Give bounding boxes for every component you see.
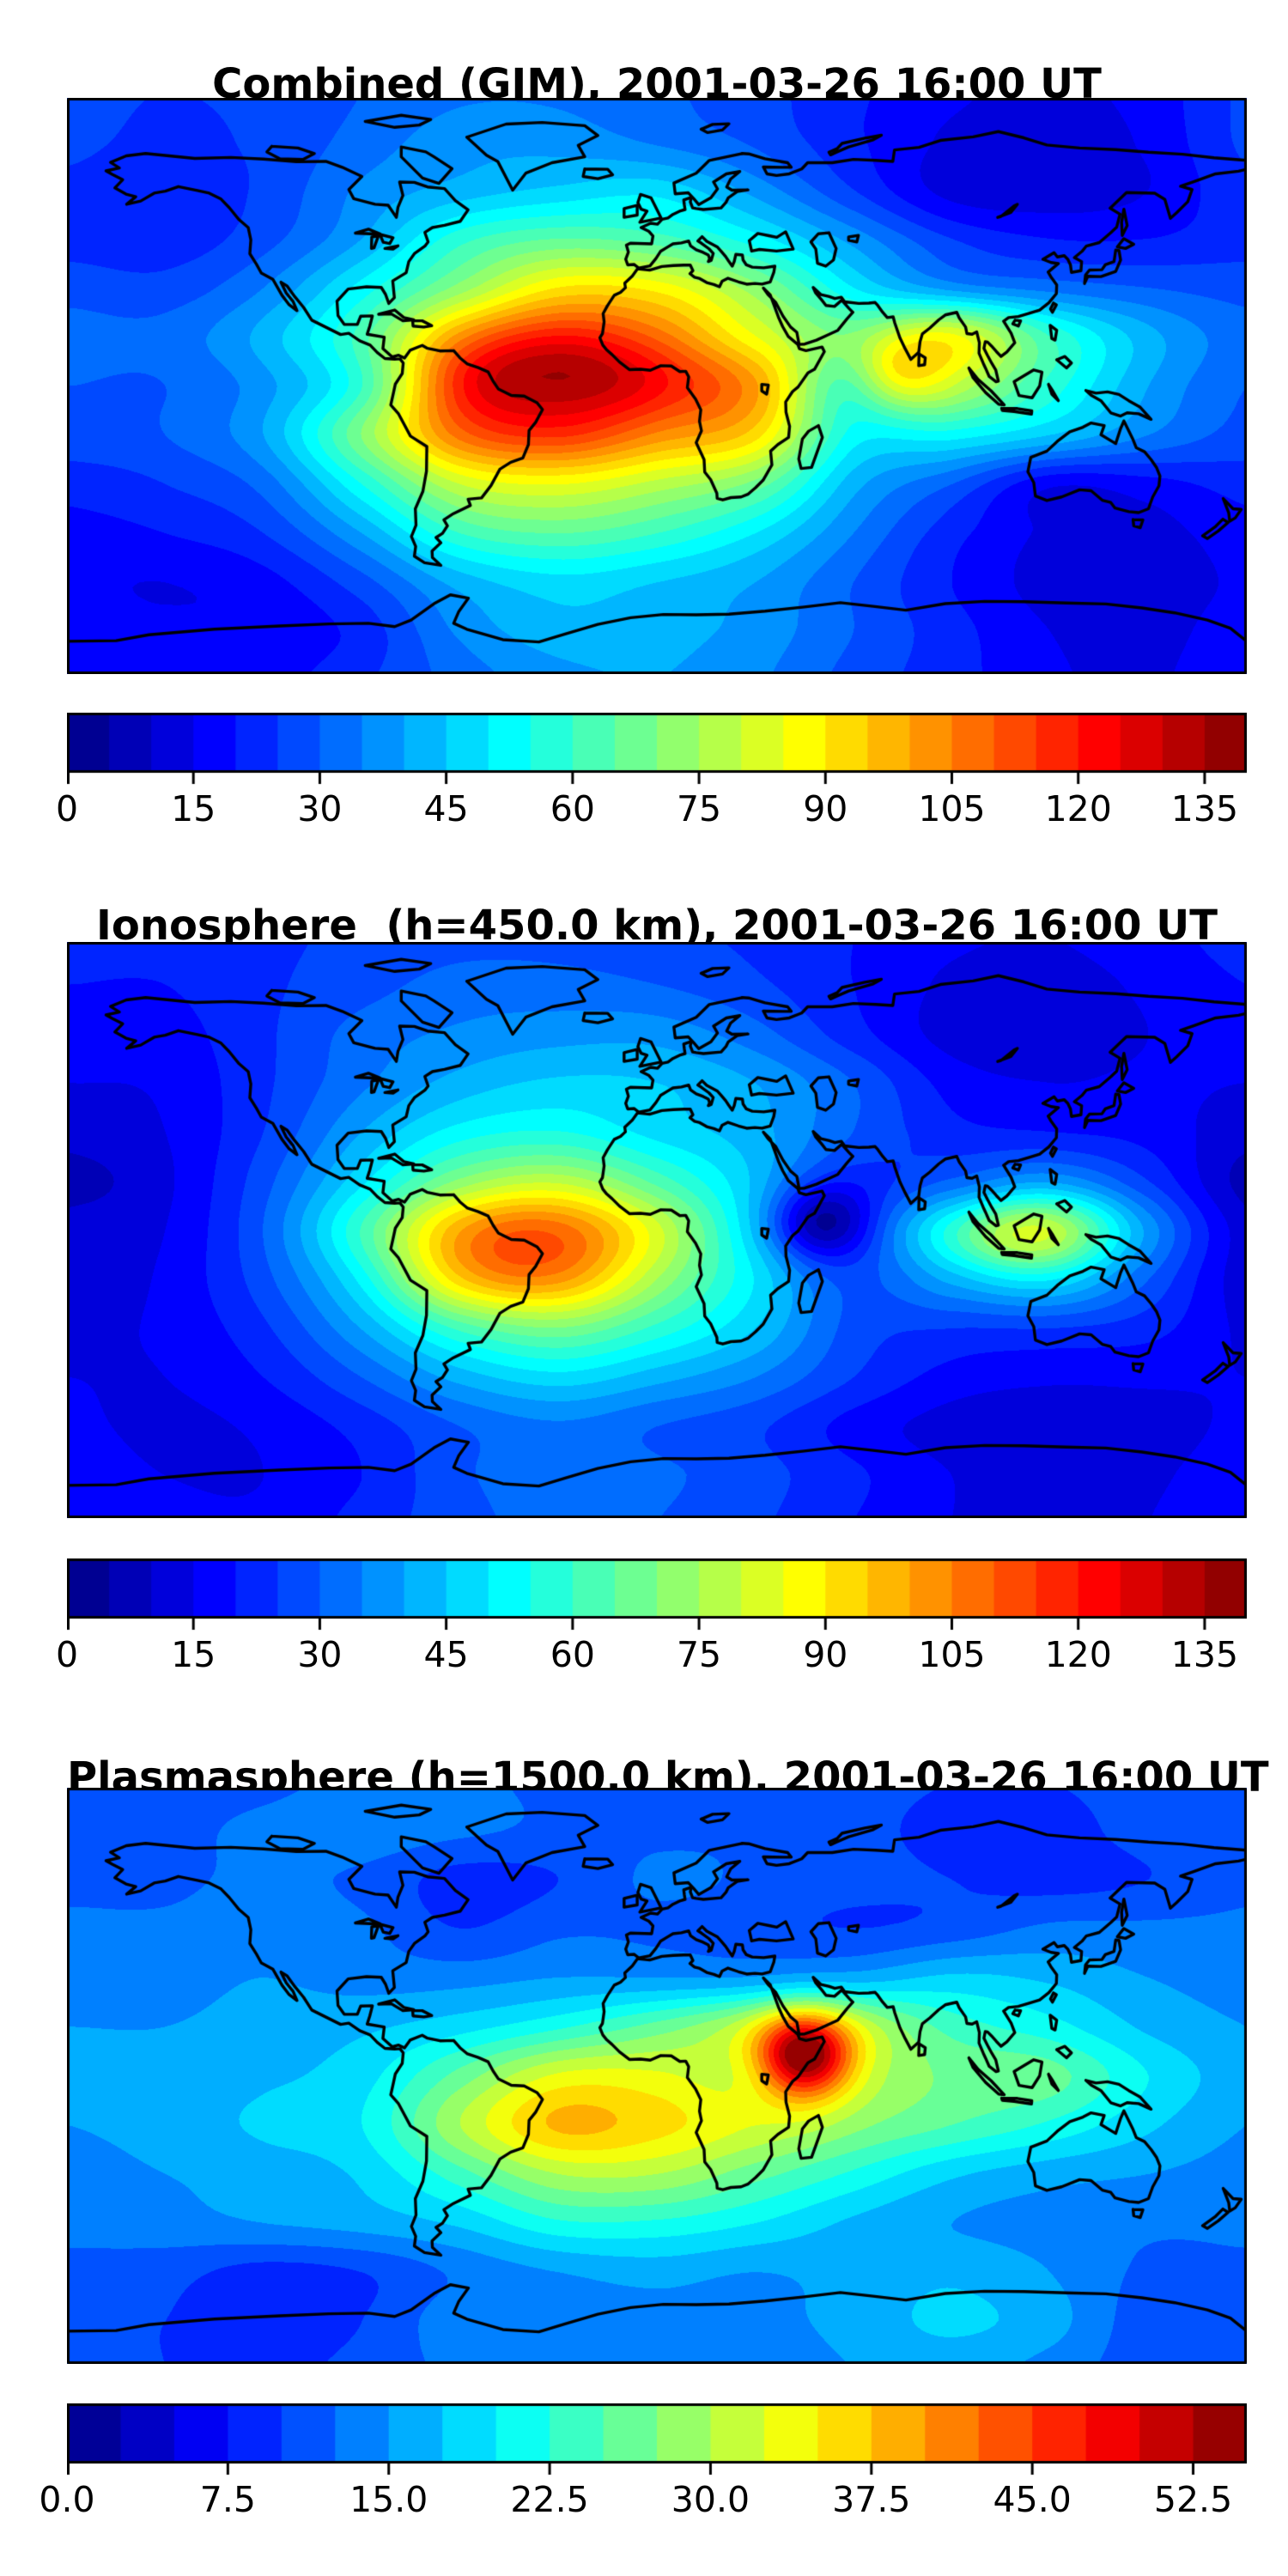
colorbar-tick-labels-ionosphere: 0 15 30 45 60 75 90 105 120 135 <box>56 1634 1247 1679</box>
colorbar-tick-label: 30.0 <box>671 2479 750 2520</box>
colorbar-tick-label: 15 <box>171 1634 216 1675</box>
map-canvas-ionosphere <box>67 942 1247 1518</box>
colorbar-tick-label: 30 <box>297 1634 343 1675</box>
colorbar-tick-label: 120 <box>1044 788 1112 829</box>
panel-title-ionosphere: Ionosphere (h=450.0 km), 2001-03-26 16:0… <box>96 902 1218 951</box>
colorbar-ionosphere <box>67 1558 1247 1631</box>
colorbar-tick-label: 37.5 <box>832 2479 911 2520</box>
colorbar-tick-label: 135 <box>1170 1634 1239 1675</box>
colorbar-tick-label: 52.5 <box>1153 2479 1233 2520</box>
colorbar-tick-label: 120 <box>1044 1634 1112 1675</box>
colorbar-tick-label: 45 <box>423 1634 469 1675</box>
colorbar-tick-label: 75 <box>676 1634 722 1675</box>
colorbar-plasmasphere <box>67 2403 1247 2476</box>
colorbar-tick-labels-combined: 0 15 30 45 60 75 90 105 120 135 <box>56 788 1247 833</box>
colorbar-tick-label: 60 <box>550 1634 595 1675</box>
colorbar-combined <box>67 713 1247 785</box>
colorbar-tick-label: 90 <box>803 1634 848 1675</box>
map-canvas-plasmasphere <box>67 1788 1247 2364</box>
colorbar-tick-label: 15.0 <box>349 2479 428 2520</box>
colorbar-tick-labels-plasmasphere: 0.0 7.5 15.0 22.5 30.0 37.5 45.0 52.5 <box>39 2479 1247 2524</box>
colorbar-tick-label: 0 <box>55 788 79 829</box>
colorbar-tick-label: 45.0 <box>993 2479 1072 2520</box>
colorbar-tick-label: 90 <box>803 788 848 829</box>
colorbar-tick-label: 75 <box>676 788 722 829</box>
colorbar-tick-label: 7.5 <box>199 2479 256 2520</box>
colorbar-tick-label: 60 <box>550 788 595 829</box>
colorbar-tick-label: 105 <box>918 788 986 829</box>
colorbar-tick-label: 135 <box>1170 788 1239 829</box>
map-canvas-combined <box>67 98 1247 674</box>
colorbar-tick-label: 45 <box>423 788 469 829</box>
colorbar-tick-label: 15 <box>171 788 216 829</box>
colorbar-tick-label: 0 <box>55 1634 79 1675</box>
colorbar-tick-label: 30 <box>297 788 343 829</box>
colorbar-tick-label: 105 <box>918 1634 986 1675</box>
colorbar-tick-label: 22.5 <box>510 2479 589 2520</box>
colorbar-tick-label: 0.0 <box>39 2479 95 2520</box>
